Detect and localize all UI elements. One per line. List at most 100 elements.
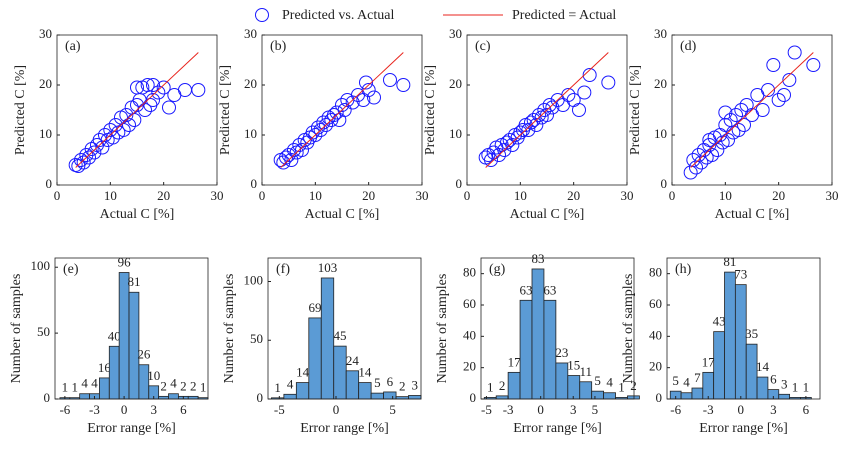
point (162, 100, 176, 115)
y-tick-label: 40 (463, 327, 476, 342)
point (683, 165, 698, 180)
point (151, 85, 166, 100)
point (191, 83, 206, 97)
x-tick-label: 0 (669, 188, 676, 203)
y-axis-label: Number of samples (9, 274, 24, 384)
y-tick-label: 0 (656, 390, 663, 405)
point (337, 103, 352, 117)
x-tick-label: 0 (121, 402, 128, 417)
data-label: 5 (374, 375, 381, 390)
bar (591, 390, 605, 400)
y-tick-label: 20 (654, 76, 667, 91)
point (311, 120, 325, 135)
x-axis-label: Error range [%] (513, 421, 602, 436)
axes-box (480, 257, 635, 400)
point (702, 133, 717, 147)
point (532, 108, 546, 122)
point (156, 80, 171, 95)
point (138, 103, 152, 117)
data-label: 1 (792, 379, 799, 394)
point (146, 93, 160, 107)
point (92, 133, 107, 147)
bar (345, 370, 360, 400)
data-label: 1 (71, 380, 78, 395)
y-tick-label: 50 (37, 324, 50, 339)
point (529, 118, 544, 132)
x-tick-label: 6 (803, 402, 810, 417)
x-tick-label: 3 (770, 402, 777, 417)
point (313, 123, 328, 137)
y-tick-label: 20 (39, 76, 52, 91)
data-label: 73 (734, 267, 747, 282)
reference-line (75, 52, 199, 168)
y-tick-label: 60 (649, 296, 662, 311)
y-tick-label: 0 (251, 176, 258, 191)
data-label: 5 (672, 373, 679, 388)
panel-label: (c) (475, 39, 491, 54)
point (729, 108, 743, 122)
x-axis-label: Error range [%] (87, 421, 176, 436)
panel-label: (e) (63, 262, 79, 277)
axes-box (671, 34, 833, 186)
point (761, 83, 775, 97)
legend-label: Predicted = Actual (512, 8, 616, 23)
x-tick-label: 5 (389, 402, 396, 417)
point (731, 123, 746, 137)
data-label: 40 (108, 328, 121, 343)
x-tick-label: 30 (621, 188, 634, 203)
point (577, 85, 592, 100)
point (178, 83, 192, 97)
data-label: 5 (594, 373, 601, 388)
x-tick-label: 20 (772, 188, 785, 203)
data-label: 4 (81, 376, 88, 391)
data-label: 24 (346, 353, 360, 368)
x-tick-label: 10 (514, 188, 527, 203)
x-axis-label: Actual C [%] (715, 207, 790, 222)
data-label: 15 (567, 357, 580, 372)
x-tick-label: 10 (309, 188, 322, 203)
x-tick-label: 20 (567, 188, 580, 203)
x-axis-label: Actual C [%] (100, 207, 175, 222)
bar (603, 392, 616, 400)
x-tick-label: 0 (537, 402, 544, 417)
x-tick-label: 0 (333, 402, 340, 417)
y-tick-label: 10 (654, 126, 667, 141)
point (76, 155, 91, 170)
y-tick-label: 0 (470, 390, 477, 405)
y-axis-label: Number of samples (621, 274, 636, 384)
data-label: 11 (579, 364, 592, 379)
data-label: 6 (387, 374, 394, 389)
y-tick-label: 10 (449, 126, 462, 141)
panel-label: (b) (270, 39, 287, 54)
point (492, 148, 506, 162)
x-tick-label: 6 (180, 402, 187, 417)
panel: 0 10 20 30 0 10 20 30 (d) Actual C [%] Predicted C… (628, 26, 838, 222)
y-axis-label: Predicted C [%] (423, 65, 438, 155)
x-tick-label: 10 (719, 188, 732, 203)
x-tick-label: 20 (362, 188, 375, 203)
x-axis-label: Error range [%] (699, 421, 788, 436)
y-tick-label: 20 (449, 76, 462, 91)
axes-box (466, 34, 628, 186)
panel: 0 10 20 30 0 10 20 30 (a) Actual C [%] Predicted C… (13, 26, 223, 222)
bar (79, 393, 90, 400)
data-label: 45 (333, 328, 346, 343)
point (359, 75, 373, 90)
point (329, 105, 344, 120)
legend-label: Predicted vs. Actual (282, 8, 394, 23)
point (319, 118, 333, 132)
point (383, 73, 397, 87)
y-tick-label: 10 (244, 126, 257, 141)
point (505, 138, 520, 152)
bar (555, 362, 569, 400)
bar (756, 376, 769, 400)
data-label: 63 (543, 282, 556, 297)
y-axis-label: Number of samples (222, 274, 237, 384)
x-axis-label: Error range [%] (300, 421, 389, 436)
y-tick-label: 20 (649, 359, 662, 374)
data-label: 4 (91, 376, 98, 391)
axes-box (666, 257, 821, 400)
y-tick-label: 10 (39, 126, 52, 141)
point (484, 153, 498, 167)
